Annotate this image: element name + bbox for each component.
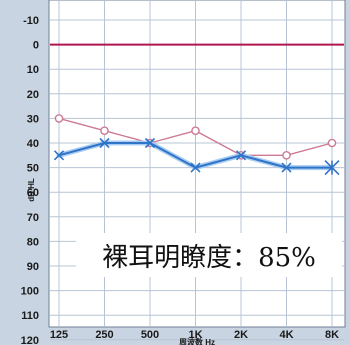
data-point-x <box>99 137 110 149</box>
data-point-circle <box>282 150 291 160</box>
y-tick-label: 110 <box>21 310 39 322</box>
y-tick-label: 50 <box>27 163 39 175</box>
data-point-x <box>235 150 247 161</box>
y-tick-label: 20 <box>27 89 39 101</box>
data-point-x <box>190 162 201 173</box>
x-axis-tick-labels: 125 250 500 1K 2K 4K 8K <box>50 329 339 341</box>
word-recognition-score-label: 裸耳明瞭度：85% <box>76 233 342 277</box>
x-tick-label: 4K <box>279 329 293 341</box>
y-tick-label: 70 <box>27 212 39 224</box>
y-tick-label: 40 <box>27 138 39 150</box>
x-tick-label: 500 <box>141 329 159 341</box>
y-tick-label: 10 <box>27 64 39 76</box>
plot-area <box>48 0 346 328</box>
y-tick-label: -10 <box>23 15 39 27</box>
data-point-circle <box>54 114 64 123</box>
data-point-x <box>281 162 292 173</box>
x-tick-label: 8K <box>325 329 339 341</box>
data-point-circle <box>100 126 109 135</box>
x-tick-label: 250 <box>95 329 113 341</box>
x-tick-label: 125 <box>50 329 68 341</box>
x-tick-label: 2K <box>234 329 248 341</box>
y-tick-label: 30 <box>27 113 39 125</box>
x-axis-title: 周波数 Hz <box>179 337 215 345</box>
x-tick-label: 1K <box>188 329 202 341</box>
y-tick-label: 0 <box>33 40 39 52</box>
y-axis-tick-labels: -10 0 10 20 30 40 50 60 70 80 90 100 110 120 <box>21 15 39 345</box>
data-point-x <box>144 137 156 149</box>
data-point-x <box>324 160 340 176</box>
data-point-circle <box>327 138 337 148</box>
data-point-x <box>53 150 65 161</box>
series-layer <box>53 114 340 176</box>
y-tick-label: 90 <box>27 261 39 273</box>
y-tick-label: 120 <box>21 335 39 345</box>
y-tick-label: 80 <box>27 236 39 248</box>
data-point-circle <box>191 126 200 135</box>
y-tick-label: 60 <box>27 187 39 199</box>
y-axis-title: dB HL <box>27 178 36 202</box>
y-tick-label: 100 <box>21 286 39 298</box>
